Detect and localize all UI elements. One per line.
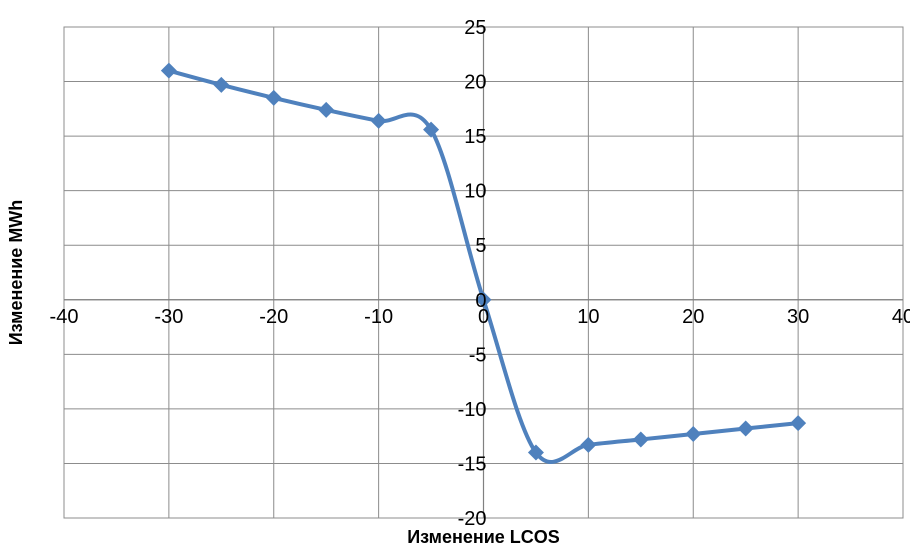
x-tick-label: -10: [364, 306, 393, 328]
data-point-marker: [423, 121, 440, 138]
x-tick-label: 20: [682, 306, 704, 328]
axes: [64, 27, 903, 518]
x-tick-label: 40: [892, 306, 910, 328]
x-axis-title: Изменение LCOS: [407, 527, 560, 547]
data-point-marker: [737, 420, 754, 437]
x-tick-label: 10: [577, 306, 599, 328]
x-tick-label: 30: [787, 306, 809, 328]
y-tick-label: 25: [464, 17, 486, 39]
data-point-marker: [632, 431, 649, 448]
y-axis-title: Изменение MWh: [6, 200, 26, 346]
data-point-marker: [790, 415, 807, 432]
y-tick-label: 0: [475, 290, 486, 312]
y-tick-label: -10: [458, 399, 487, 421]
y-tick-label: 5: [475, 235, 486, 257]
y-tick-label: 20: [464, 72, 486, 94]
data-point-marker: [265, 89, 282, 106]
series-group: [160, 62, 807, 464]
data-point-marker: [527, 444, 544, 461]
data-point-marker: [370, 112, 387, 129]
data-point-marker: [160, 62, 177, 79]
y-tick-label: -15: [458, 453, 487, 475]
data-point-marker: [580, 436, 597, 453]
y-tick-label: -5: [469, 344, 487, 366]
y-tick-label: 10: [464, 181, 486, 203]
data-point-marker: [318, 101, 335, 118]
data-point-marker: [213, 76, 230, 93]
x-tick-label: -30: [154, 306, 183, 328]
x-tick-label: -20: [259, 306, 288, 328]
y-tick-label: 15: [464, 126, 486, 148]
data-point-marker: [475, 291, 492, 308]
tick-labels: -40 -30 -20 -10 0 10 20 30 40 25 20 15 10 5 0 -5 -10 -15 -…: [50, 17, 910, 530]
x-tick-label: -40: [50, 306, 79, 328]
data-point-marker: [685, 425, 702, 442]
x-tick-label: 0: [478, 306, 489, 328]
y-tick-label: -20: [458, 508, 487, 530]
